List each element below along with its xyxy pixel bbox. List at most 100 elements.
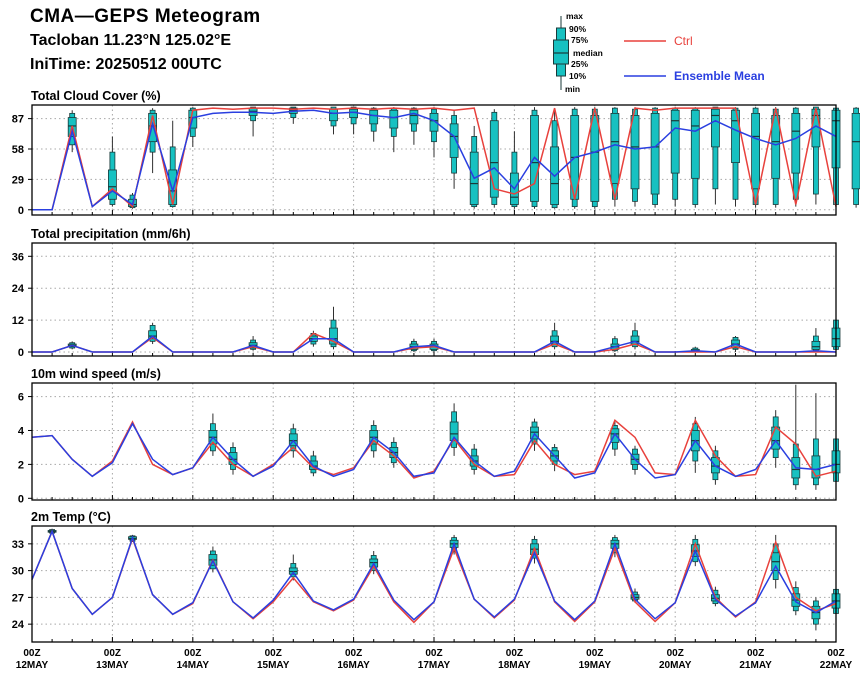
legend-label-10: 10%: [569, 71, 586, 81]
ensemble-box: [389, 107, 399, 153]
x-tick-label-hour: 00Z: [747, 648, 764, 659]
box-25-75: [590, 115, 600, 202]
y-tick-label: 2: [18, 459, 24, 471]
ensemble-box: [771, 410, 781, 468]
x-tick-label-date: 22MAY: [820, 660, 853, 671]
legend-label-max: max: [566, 11, 583, 21]
ensemble-box: [369, 107, 379, 142]
box-25-75: [329, 108, 338, 122]
box-25-75: [389, 109, 399, 129]
panel-4: 2m Temp (°C) 24 27 30 33: [12, 510, 841, 643]
box-25-75: [610, 428, 620, 443]
ensemble-mean-line: [31, 529, 837, 621]
box-25-75: [329, 327, 338, 345]
ensemble-box: [610, 107, 620, 207]
x-tick-label-hour: 00Z: [23, 648, 40, 659]
ensemble-box: [288, 554, 298, 581]
y-tick-label: 0: [18, 347, 24, 359]
x-tick-label-date: 16MAY: [337, 660, 370, 671]
ensemble-box: [248, 336, 258, 351]
box-25-75: [751, 112, 760, 190]
ctrl-line: [32, 107, 837, 211]
ensemble-box: [248, 106, 258, 137]
ensemble-box: [449, 403, 459, 456]
ensemble-box: [690, 107, 700, 208]
box-25-75: [851, 112, 860, 190]
chart-title: CMA—GEPS Meteogram: [30, 6, 261, 27]
x-tick-label-date: 17MAY: [418, 660, 451, 671]
y-tick-label: 58: [12, 144, 24, 156]
x-tick-label-date: 19MAY: [579, 660, 612, 671]
x-tick-label-hour: 00Z: [104, 648, 121, 659]
ensemble-box: [811, 328, 821, 353]
box-25-75: [429, 112, 439, 132]
y-tick-label: 24: [12, 619, 25, 631]
box-10-90: [712, 106, 719, 190]
box-25-75: [409, 109, 419, 125]
x-tick-label-hour: 00Z: [667, 648, 684, 659]
legend-label-75: 75%: [571, 35, 588, 45]
panel-title: Total Cloud Cover (%): [31, 89, 161, 103]
box-25-75: [771, 115, 781, 179]
legend-mean-label: Ensemble Mean: [674, 69, 765, 83]
x-tick-label-date: 20MAY: [659, 660, 692, 671]
ensemble-box: [509, 131, 519, 209]
panel-title: 2m Temp (°C): [31, 510, 111, 524]
ensemble-box: [409, 338, 419, 353]
ensemble-box: [590, 107, 600, 209]
ensemble-mean-line: [32, 109, 837, 211]
box-25-75: [449, 421, 459, 442]
x-tick-label-hour: 00Z: [586, 648, 603, 659]
x-tick-label-hour: 00Z: [506, 648, 523, 659]
x-tick-label-date: 21MAY: [739, 660, 772, 671]
panel-frame: [31, 104, 837, 216]
ensemble-box: [469, 444, 479, 475]
box-25-75: [630, 115, 640, 190]
x-tick-label-date: 13MAY: [96, 660, 129, 671]
panel-frame: [31, 382, 837, 501]
ensemble-mean-line: [32, 335, 837, 353]
x-tick-label-hour: 00Z: [265, 648, 282, 659]
legend: max 90% 75% median 25% 10% min Ctrl Ense…: [553, 11, 765, 94]
x-tick-label-date: 14MAY: [177, 660, 210, 671]
ensemble-box: [670, 107, 680, 207]
panel-frame: [31, 525, 837, 643]
panel-2: Total precipitation (mm/6h) 0 12 24 36: [12, 227, 841, 359]
ensemble-box: [329, 106, 338, 135]
y-tick-label: 30: [12, 566, 24, 578]
legend-label-25: 25%: [571, 59, 588, 69]
box-25-75: [711, 108, 720, 148]
y-tick-label: 6: [18, 392, 24, 404]
location-label: Tacloban 11.23°N 125.02°E: [30, 32, 232, 49]
box-25-75: [108, 169, 117, 200]
ensemble-box: [349, 106, 359, 135]
ensemble-box: [791, 107, 801, 207]
ensemble-box: [650, 107, 660, 208]
ensemble-mean-line: [31, 422, 837, 479]
ensemble-box: [811, 597, 821, 631]
box-25-75: [650, 112, 660, 195]
x-tick-label-date: 12MAY: [16, 660, 49, 671]
x-tick-label-hour: 00Z: [184, 648, 201, 659]
x-axis-labels: 00Z12MAY00Z13MAY00Z14MAY00Z15MAY00Z16MAY…: [16, 648, 853, 671]
y-tick-label: 87: [12, 114, 24, 126]
box-25-75: [811, 340, 821, 350]
ctrl-line: [31, 418, 837, 479]
ensemble-box: [791, 384, 801, 490]
ensemble-box: [851, 107, 860, 208]
y-tick-label: 33: [12, 539, 24, 551]
ensemble-box: [108, 136, 117, 207]
box-25-75: [449, 123, 459, 158]
ensemble-box: [489, 109, 499, 208]
y-tick-label: 4: [18, 425, 25, 437]
legend-box-inner: [553, 39, 569, 65]
y-tick-label: 0: [18, 205, 24, 217]
x-tick-label-date: 18MAY: [498, 660, 531, 671]
y-tick-label: 0: [18, 493, 24, 505]
panel-3: 10m wind speed (m/s) 0 2 4 6: [18, 367, 841, 505]
ensemble-box: [429, 107, 439, 158]
ensemble-box: [630, 322, 640, 350]
box-25-75: [690, 109, 700, 179]
